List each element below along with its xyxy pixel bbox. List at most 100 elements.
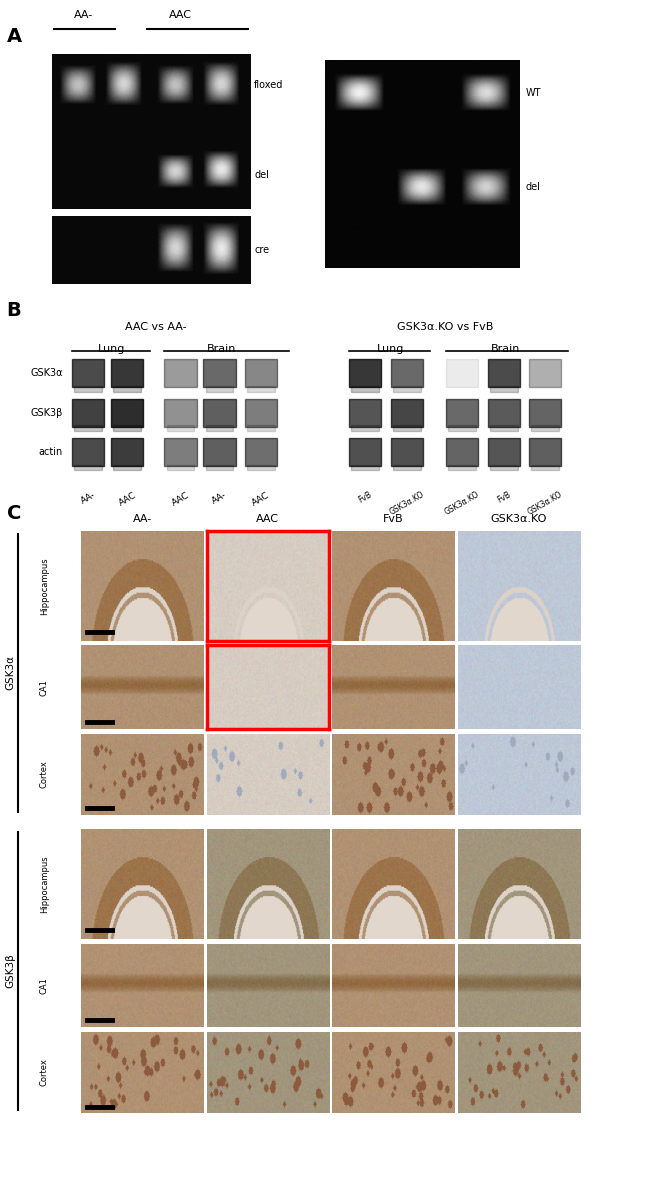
Bar <box>206 426 233 431</box>
Bar <box>111 438 144 466</box>
Text: GSK3α: GSK3α <box>30 369 62 378</box>
Bar <box>247 465 275 470</box>
Text: GSK3α.KO: GSK3α.KO <box>526 490 564 518</box>
Bar <box>114 426 141 431</box>
Text: Cortex: Cortex <box>40 760 49 789</box>
Bar <box>203 398 236 427</box>
Bar <box>446 438 478 466</box>
Text: AA-: AA- <box>74 10 94 19</box>
Text: del: del <box>254 169 269 180</box>
Bar <box>352 465 379 470</box>
Text: del: del <box>526 183 541 192</box>
Bar <box>488 359 520 388</box>
Bar <box>166 465 194 470</box>
Bar <box>245 398 278 427</box>
Bar <box>446 398 478 427</box>
Text: FvB: FvB <box>383 514 404 524</box>
Bar <box>111 359 144 388</box>
Bar <box>203 359 236 388</box>
Text: AA-: AA- <box>133 514 152 524</box>
Bar <box>529 359 562 388</box>
Bar <box>74 465 102 470</box>
Bar <box>74 426 102 431</box>
Text: cre: cre <box>254 245 269 255</box>
Text: AAC: AAC <box>251 490 272 507</box>
Bar <box>391 438 423 466</box>
Bar <box>164 438 196 466</box>
Bar <box>72 398 104 427</box>
Text: FvB: FvB <box>341 0 359 1</box>
Text: GSK3α.KO: GSK3α.KO <box>491 514 547 524</box>
Bar <box>393 465 421 470</box>
Bar <box>206 387 233 391</box>
Text: actin: actin <box>38 447 62 457</box>
Text: floxed: floxed <box>254 80 283 89</box>
Bar <box>349 398 382 427</box>
Bar <box>532 465 559 470</box>
Text: CA1: CA1 <box>40 977 49 994</box>
Bar <box>532 426 559 431</box>
Text: GSK3β: GSK3β <box>5 953 16 989</box>
Text: C: C <box>6 503 21 523</box>
Text: Lung: Lung <box>98 344 125 354</box>
Bar <box>529 438 562 466</box>
Bar <box>349 359 382 388</box>
Bar <box>490 387 517 391</box>
Text: FvB: FvB <box>357 490 374 505</box>
Text: GSK3α.KO vs FvB: GSK3α.KO vs FvB <box>397 322 493 332</box>
Text: Brain: Brain <box>207 344 237 354</box>
Text: GSK3α.KO: GSK3α.KO <box>388 490 426 518</box>
Bar <box>488 438 520 466</box>
Text: AAC: AAC <box>117 490 138 507</box>
Text: GSK3α.KO: GSK3α.KO <box>443 490 481 518</box>
Bar <box>72 438 104 466</box>
Text: A: A <box>6 26 21 45</box>
Text: Hippocampus: Hippocampus <box>40 557 49 614</box>
Bar <box>74 387 102 391</box>
Bar <box>164 359 196 388</box>
Bar <box>490 426 517 431</box>
Bar <box>114 465 141 470</box>
Text: AAC: AAC <box>170 490 190 507</box>
Text: GSK3α: GSK3α <box>5 655 16 691</box>
Bar <box>352 426 379 431</box>
Text: AAC: AAC <box>170 10 192 19</box>
Bar <box>446 359 478 388</box>
Bar <box>393 426 421 431</box>
Bar <box>164 398 196 427</box>
Bar <box>111 398 144 427</box>
Bar <box>448 465 476 470</box>
Bar <box>490 465 517 470</box>
Text: FvB: FvB <box>495 490 512 505</box>
Text: AAC: AAC <box>256 514 280 524</box>
Bar <box>488 398 520 427</box>
Text: Cortex: Cortex <box>40 1058 49 1087</box>
Bar <box>247 387 275 391</box>
Text: AA-: AA- <box>211 490 229 506</box>
Bar <box>247 426 275 431</box>
Text: GSK3α.KOhe: GSK3α.KOhe <box>458 0 508 1</box>
Bar <box>206 465 233 470</box>
Text: Hippocampus: Hippocampus <box>40 855 49 913</box>
Text: GSK3α.KO: GSK3α.KO <box>399 0 441 1</box>
Text: AAC vs AA-: AAC vs AA- <box>125 322 187 332</box>
Bar <box>114 387 141 391</box>
Bar <box>352 387 379 391</box>
Bar <box>529 398 562 427</box>
Text: GSK3β: GSK3β <box>31 408 62 418</box>
Bar <box>448 426 476 431</box>
Bar <box>393 387 421 391</box>
Bar <box>203 438 236 466</box>
Text: AA-: AA- <box>79 490 97 506</box>
Bar <box>72 359 104 388</box>
Bar <box>166 426 194 431</box>
Bar <box>245 359 278 388</box>
Text: B: B <box>6 301 21 320</box>
Text: CA1: CA1 <box>40 679 49 696</box>
Text: Brain: Brain <box>491 344 521 354</box>
Text: Lung: Lung <box>377 344 404 354</box>
Bar <box>245 438 278 466</box>
Text: WT: WT <box>526 88 541 98</box>
Bar <box>391 359 423 388</box>
Bar <box>391 398 423 427</box>
